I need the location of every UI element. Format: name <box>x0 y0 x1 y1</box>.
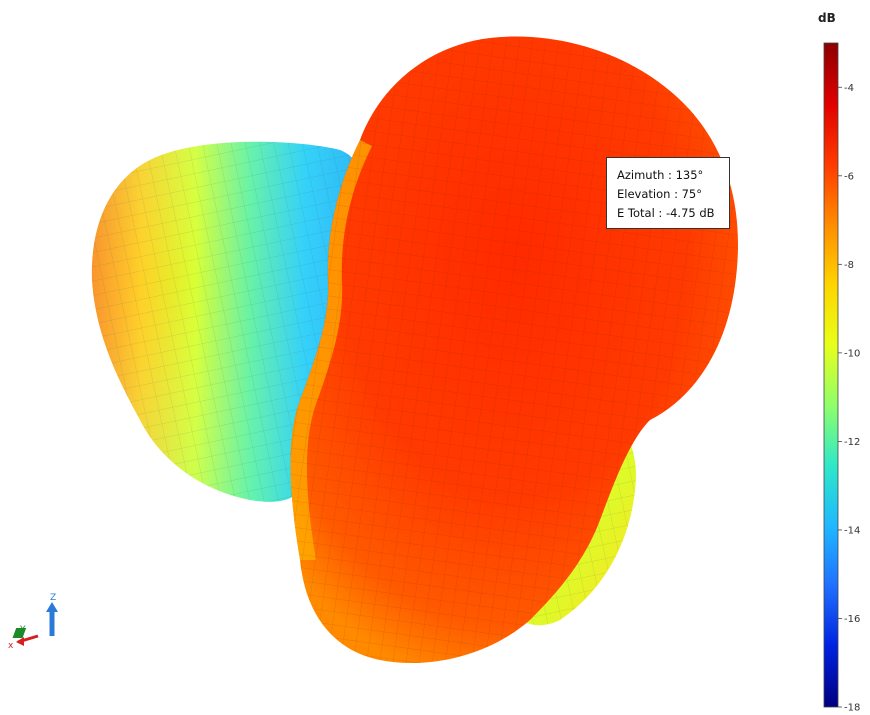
colorbar-tick-label: -16 <box>844 614 860 625</box>
y-axis-block <box>12 628 27 638</box>
tooltip-elevation: Elevation : 75° <box>617 187 702 201</box>
colorbar-gradient <box>823 42 839 708</box>
colorbar: dB -4 -6 -8 -10 -12 -14 -16 -18 <box>818 11 860 714</box>
x-axis-arrowhead <box>16 637 24 646</box>
x-axis-label: x <box>8 641 14 651</box>
main-lobe <box>290 36 738 664</box>
tooltip-azimuth: Azimuth : 135° <box>617 168 704 182</box>
axis-triad-icon[interactable]: Z Y x <box>8 590 78 654</box>
z-axis-label: Z <box>50 593 56 603</box>
colorbar-tick-label: -6 <box>844 171 854 182</box>
colorbar-tick-label: -14 <box>844 525 860 536</box>
colorbar-tick-label: -10 <box>844 348 860 359</box>
z-axis-arrowhead <box>46 602 58 612</box>
pattern-viewport[interactable] <box>0 0 800 715</box>
data-tooltip: Azimuth : 135° Elevation : 75° E Total :… <box>606 157 730 229</box>
colorbar-ticks: -4 -6 -8 -10 -12 -14 -16 -18 <box>838 83 860 714</box>
y-axis-label: Y <box>19 625 26 635</box>
tooltip-e-total: E Total : -4.75 dB <box>617 206 715 220</box>
colorbar-tick-label: -4 <box>844 83 854 94</box>
colorbar-tick-label: -8 <box>844 260 854 271</box>
colorbar-title: dB <box>818 11 836 25</box>
colorbar-tick-label: -12 <box>844 437 860 448</box>
colorbar-tick-label: -18 <box>844 703 860 714</box>
